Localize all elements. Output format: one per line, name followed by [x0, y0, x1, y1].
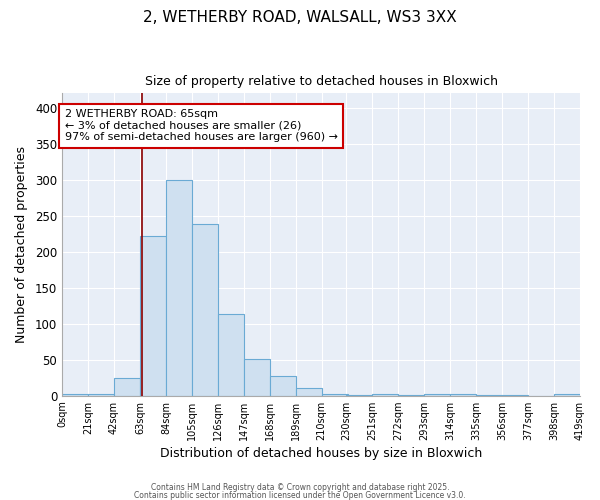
Bar — [398, 395, 424, 396]
Bar — [424, 394, 450, 396]
Text: 2 WETHERBY ROAD: 65sqm
← 3% of detached houses are smaller (26)
97% of semi-deta: 2 WETHERBY ROAD: 65sqm ← 3% of detached … — [65, 109, 338, 142]
Bar — [373, 394, 398, 396]
X-axis label: Distribution of detached houses by size in Bloxwich: Distribution of detached houses by size … — [160, 447, 482, 460]
Text: 2, WETHERBY ROAD, WALSALL, WS3 3XX: 2, WETHERBY ROAD, WALSALL, WS3 3XX — [143, 10, 457, 25]
Bar — [502, 395, 528, 396]
Bar — [346, 395, 373, 396]
Text: Contains HM Land Registry data © Crown copyright and database right 2025.: Contains HM Land Registry data © Crown c… — [151, 484, 449, 492]
Y-axis label: Number of detached properties: Number of detached properties — [15, 146, 28, 343]
Bar — [296, 388, 322, 396]
Bar — [554, 394, 580, 396]
Bar — [218, 314, 244, 396]
Title: Size of property relative to detached houses in Bloxwich: Size of property relative to detached ho… — [145, 75, 497, 88]
Bar — [270, 376, 296, 396]
Bar — [114, 378, 140, 396]
Bar — [192, 224, 218, 396]
Bar — [450, 394, 476, 396]
Bar — [166, 180, 192, 396]
Bar — [88, 394, 114, 396]
Bar — [140, 236, 166, 396]
Text: Contains public sector information licensed under the Open Government Licence v3: Contains public sector information licen… — [134, 490, 466, 500]
Bar — [322, 394, 347, 396]
Bar — [244, 359, 270, 396]
Bar — [476, 395, 502, 396]
Bar — [62, 394, 88, 396]
